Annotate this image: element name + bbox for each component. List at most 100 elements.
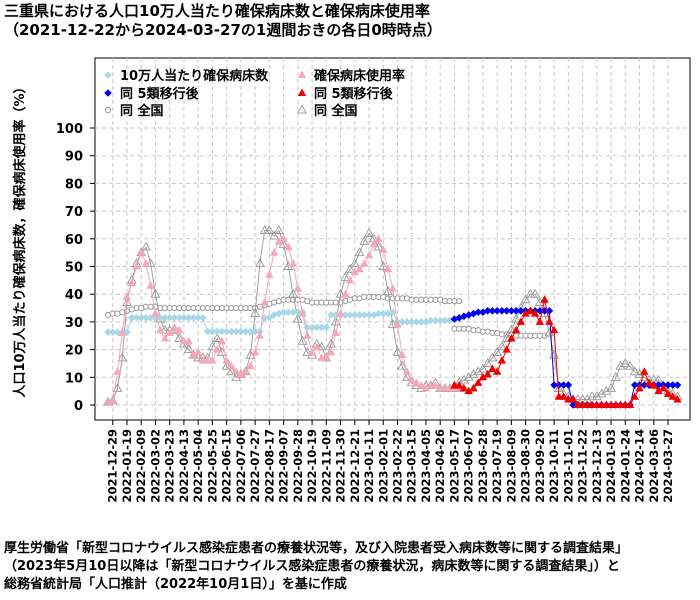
- y-tick-label: 60: [65, 233, 83, 248]
- data-point: [469, 383, 478, 392]
- x-tick-label: 2023-02-22: [390, 429, 404, 503]
- data-point: [170, 313, 179, 322]
- data-point: [436, 316, 445, 325]
- source-line-3: 総務省統計局「人口推計（2022年10月1日）」を基に作成: [4, 577, 347, 592]
- data-point: [559, 381, 568, 389]
- data-point: [260, 298, 269, 306]
- data-point: [284, 242, 293, 251]
- data-point: [303, 331, 312, 339]
- data-point: [288, 288, 299, 298]
- data-point: [431, 381, 440, 389]
- data-point: [635, 383, 644, 392]
- data-point: [113, 367, 122, 375]
- data-point: [591, 391, 602, 401]
- data-point: [141, 259, 151, 267]
- x-tick-label: 2022-01-19: [120, 429, 134, 503]
- data-point: [331, 311, 340, 319]
- data-point: [146, 313, 155, 322]
- data-point: [227, 327, 236, 336]
- data-point: [383, 264, 393, 273]
- x-tick-label: 2022-10-19: [305, 429, 319, 503]
- data-point: [520, 294, 531, 304]
- data-point: [140, 241, 151, 251]
- data-point: [327, 311, 335, 319]
- data-point: [222, 356, 231, 364]
- x-tick-label: 2024-01-03: [604, 429, 618, 503]
- legend-marker: [297, 70, 307, 78]
- data-point: [463, 371, 474, 381]
- data-point: [298, 309, 307, 317]
- y-tick-label: 10: [65, 371, 83, 386]
- x-tick-label: 2023-12-13: [590, 429, 604, 503]
- data-point: [644, 378, 654, 386]
- data-point: [237, 327, 245, 336]
- data-point: [174, 325, 184, 334]
- legend-marker: [104, 89, 112, 97]
- data-point: [493, 307, 501, 315]
- data-point: [246, 327, 255, 336]
- data-point: [555, 381, 563, 389]
- data-point: [346, 311, 354, 319]
- data-point: [402, 371, 412, 381]
- x-tick-label: 2022-05-04: [191, 429, 205, 503]
- data-point: [355, 311, 364, 319]
- data-point: [459, 383, 469, 392]
- data-point: [488, 307, 497, 315]
- data-point: [630, 392, 639, 400]
- y-tick-label: 40: [65, 288, 83, 303]
- data-point: [483, 307, 492, 315]
- data-point: [610, 371, 621, 381]
- data-point: [212, 333, 223, 342]
- data-point: [549, 325, 559, 334]
- data-point: [345, 263, 356, 273]
- source-line-2: （2023年5月10日以降は「新型コロナウイルス感染症患者の療養状況，病床数等に…: [4, 559, 620, 574]
- x-tick-label: 2022-09-28: [291, 429, 305, 503]
- data-point: [502, 307, 511, 315]
- data-point: [526, 306, 535, 314]
- data-point: [625, 360, 636, 370]
- data-point: [540, 295, 549, 303]
- y-axis-label: 人口10万人当たり確保病床数，確保病床使用率（%）: [12, 80, 28, 397]
- data-point: [316, 341, 327, 351]
- data-point: [431, 316, 440, 325]
- data-point: [156, 325, 165, 334]
- x-tick-label: 2023-11-22: [576, 429, 590, 503]
- data-point: [307, 347, 317, 356]
- data-point: [312, 342, 322, 350]
- data-point: [473, 378, 483, 386]
- x-tick-label: 2023-01-11: [362, 429, 376, 503]
- data-point: [289, 308, 297, 317]
- data-point: [151, 309, 160, 317]
- data-point: [464, 311, 473, 319]
- data-point: [521, 309, 530, 317]
- data-point: [184, 336, 193, 345]
- data-point: [625, 400, 635, 408]
- x-tick-label: 2023-04-05: [419, 429, 433, 503]
- data-point: [397, 360, 408, 370]
- data-point: [127, 278, 136, 287]
- data-point: [454, 381, 464, 389]
- data-point: [668, 381, 677, 389]
- x-tick-label: 2022-05-25: [205, 429, 219, 503]
- data-point: [412, 318, 421, 326]
- data-point: [474, 308, 482, 317]
- data-point: [194, 313, 202, 322]
- x-tick-label: 2023-08-30: [519, 429, 533, 503]
- data-point: [251, 327, 259, 336]
- data-point: [137, 248, 146, 256]
- chart-plot: 0 10 20 30 40 50 60 70 80 90 100 2021-12-29 2022-01-…: [12, 57, 691, 503]
- data-point: [456, 298, 463, 305]
- y-tick-label: 0: [74, 399, 83, 414]
- data-point: [193, 347, 203, 356]
- data-point: [359, 236, 370, 246]
- data-point: [640, 367, 649, 375]
- data-point: [264, 225, 275, 234]
- data-point: [388, 308, 397, 317]
- y-tick-label: 30: [65, 316, 83, 331]
- legend-label: 10万人当たり確保病床数: [120, 68, 269, 84]
- data-point: [422, 318, 430, 326]
- y-tick-label: 80: [65, 177, 83, 192]
- data-point: [170, 322, 179, 331]
- data-point: [151, 313, 160, 322]
- x-tick-label: 2023-09-20: [533, 429, 547, 503]
